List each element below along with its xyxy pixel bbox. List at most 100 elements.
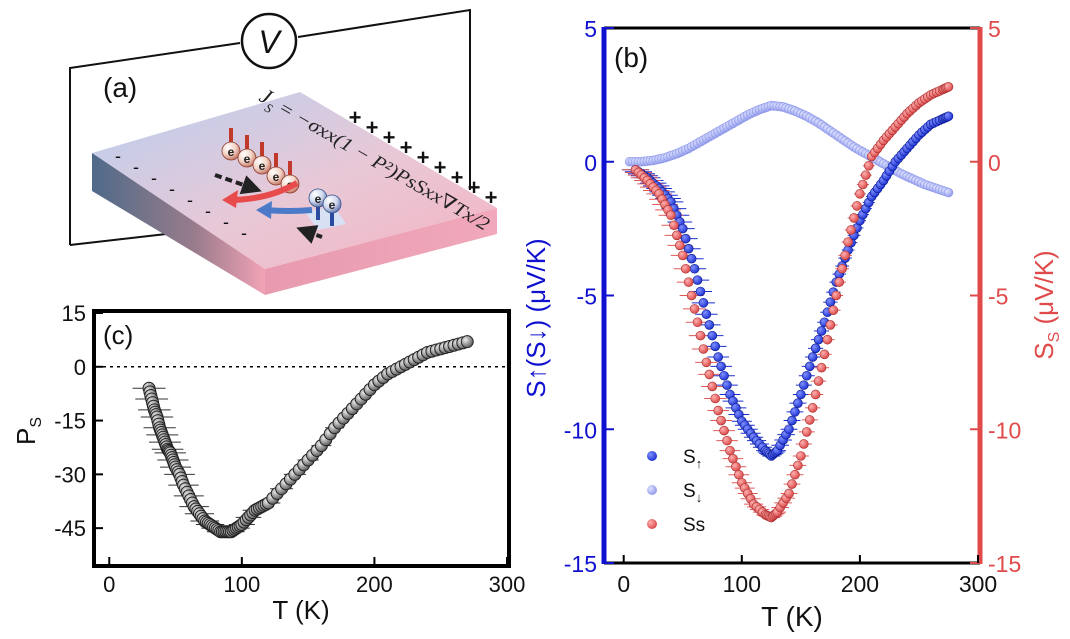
x-tick-label: 100: [223, 572, 260, 597]
y-tick-label: 0: [74, 355, 86, 380]
spin-up-point: [799, 380, 809, 390]
spin-up-point: [810, 343, 821, 354]
spin-up-point: [816, 326, 827, 336]
x-tick-label: 200: [841, 571, 879, 597]
y-tick-label-left: -10: [564, 417, 597, 443]
y-tick-label-right: 0: [988, 150, 1001, 176]
legend-label-spin-up: S↑: [683, 447, 702, 471]
spin-up-point: [695, 286, 706, 297]
spin-up-point: [698, 298, 709, 308]
spin-up-point: [707, 330, 718, 341]
ss-point: [675, 240, 685, 251]
panel-b-right-ylabel: SS (μV/K): [1029, 250, 1063, 359]
ss-point: [719, 425, 729, 436]
panel-a-label: (a): [103, 72, 137, 103]
ss-point: [713, 405, 723, 416]
ss-point: [707, 381, 718, 392]
ss-point: [710, 393, 721, 404]
spin-up-point: [701, 309, 712, 320]
y-tick-label-left: 0: [584, 150, 597, 176]
panel-b-left-ylabel: S↑(S↓) (μV/K): [521, 238, 551, 397]
ss-point: [683, 277, 694, 287]
spin-up-point: [943, 111, 954, 122]
legend-label-spin-down: S↓: [683, 481, 702, 505]
flow-arrow-dashed-left: [214, 173, 262, 195]
x-tick-label: 200: [356, 572, 393, 597]
minus-sign: -: [169, 179, 175, 199]
ss-point: [698, 344, 709, 354]
spin-down-points: [624, 100, 954, 198]
legend-marker-spin-up: [647, 451, 657, 461]
ss-point: [810, 389, 821, 400]
spin-up-point: [689, 263, 700, 274]
ss-point: [716, 415, 726, 426]
spin-up-point: [796, 389, 806, 400]
y-tick-label-right: -5: [988, 284, 1008, 310]
circuit-wire-right: [297, 8, 471, 190]
electron-icon: e: [252, 142, 272, 175]
ss-point: [689, 304, 700, 314]
panel-c-xlabel: T (K): [272, 595, 329, 625]
ss-point: [849, 213, 859, 223]
ss-point: [807, 403, 818, 413]
positive-charge-signs: + + + + + + + + +: [349, 105, 498, 210]
plus-sign: +: [485, 185, 498, 210]
y-tick-label-left: -15: [564, 551, 597, 577]
plus-sign: +: [417, 145, 430, 170]
ss-point: [704, 369, 715, 380]
ss-point: [843, 237, 853, 247]
panel-c-x-ticks: 0 100 200 300: [103, 557, 525, 597]
ss-point: [831, 290, 842, 301]
flow-arrow-blue-head: [256, 201, 272, 219]
svg-text:e: e: [273, 170, 280, 184]
ps-point: [460, 335, 474, 349]
panel-a-schematic: V (a) J S = −σxx(1 − P²)PsSxx∇Tx/2 + + + + +…: [69, 8, 498, 295]
y-tick-label-left: -5: [577, 284, 597, 310]
ss-point: [834, 277, 845, 287]
electron-icon: e: [322, 194, 342, 226]
ss-point: [796, 451, 806, 461]
ps-data-points: [142, 335, 474, 539]
plus-sign: +: [400, 135, 413, 160]
spin-up-point: [801, 370, 812, 381]
circuit-wire-bottom: [69, 232, 176, 246]
ss-point: [672, 230, 682, 241]
minus-sign: -: [115, 146, 121, 166]
y-tick-label-right: -10: [988, 417, 1021, 443]
minus-sign: -: [205, 201, 211, 221]
minus-sign: -: [187, 190, 193, 210]
panel-b-right-ticks: 5 0 -5 -10 -15: [970, 16, 1021, 577]
ss-point: [861, 170, 871, 180]
ss-point: [666, 210, 676, 221]
plus-sign: +: [434, 155, 447, 180]
x-tick-label: 300: [489, 572, 526, 597]
y-tick-label: -30: [54, 462, 86, 487]
ss-point: [790, 469, 800, 480]
negative-charge-signs: --------: [115, 146, 247, 243]
ss-point: [731, 461, 741, 472]
ss-point: [819, 349, 830, 360]
y-tick-label: -45: [54, 516, 86, 541]
panel-b-left-ticks: 5 0 -5 -10 -15: [564, 16, 614, 577]
electron-cluster-down: e e: [305, 188, 346, 230]
panel-c-label: (c): [103, 320, 133, 350]
spin-up-point: [790, 407, 800, 417]
plus-sign: +: [383, 125, 396, 150]
circuit-wire: [69, 42, 241, 245]
ss-point: [680, 263, 691, 274]
ss-point: [828, 305, 839, 316]
ss-point: [701, 357, 712, 368]
ss-point: [943, 82, 954, 92]
panel-b-xlabel: T (K): [761, 601, 823, 632]
spin-up-point: [716, 361, 726, 372]
ss-point: [855, 189, 865, 199]
spin-up-point: [704, 320, 715, 330]
minus-sign: -: [241, 223, 247, 243]
legend-marker-spin-down: [647, 485, 657, 495]
ss-point: [695, 330, 706, 341]
voltmeter-label: V: [258, 24, 282, 60]
y-tick-label-left: 5: [584, 16, 597, 42]
electron-icon: e: [308, 188, 328, 220]
legend-marker-ss: [647, 519, 657, 529]
ss-point: [858, 179, 868, 190]
